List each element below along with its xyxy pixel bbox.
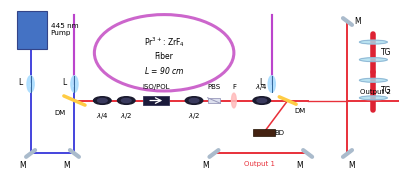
Circle shape xyxy=(98,98,107,103)
Text: M: M xyxy=(296,161,303,170)
Text: L: L xyxy=(260,78,264,87)
Text: DM: DM xyxy=(294,108,305,114)
Circle shape xyxy=(118,97,135,104)
Text: M: M xyxy=(348,161,355,170)
Text: BD: BD xyxy=(275,130,285,136)
Text: TG: TG xyxy=(381,86,392,96)
Circle shape xyxy=(94,97,111,104)
Circle shape xyxy=(253,97,270,104)
Text: TG: TG xyxy=(381,48,392,57)
Text: DM: DM xyxy=(55,110,66,116)
Ellipse shape xyxy=(27,76,34,92)
Text: L: L xyxy=(18,78,23,87)
Ellipse shape xyxy=(360,40,387,44)
Circle shape xyxy=(122,98,131,103)
Text: $\lambda/4$: $\lambda/4$ xyxy=(96,111,109,121)
Text: L: L xyxy=(62,78,66,87)
Text: $\lambda/2$: $\lambda/2$ xyxy=(120,111,132,121)
Ellipse shape xyxy=(360,96,387,100)
Text: M: M xyxy=(19,161,26,170)
Text: M: M xyxy=(203,161,209,170)
Text: Fiber: Fiber xyxy=(155,52,174,61)
Ellipse shape xyxy=(71,76,78,92)
Text: M: M xyxy=(63,161,70,170)
Text: $\lambda/4$: $\lambda/4$ xyxy=(255,82,268,92)
Text: Output 2: Output 2 xyxy=(360,89,391,95)
Text: Pr$^{3+}$: ZrF$_4$: Pr$^{3+}$: ZrF$_4$ xyxy=(144,35,184,49)
Text: $\lambda/2$: $\lambda/2$ xyxy=(188,111,200,121)
Circle shape xyxy=(257,98,267,103)
Circle shape xyxy=(189,98,199,103)
Ellipse shape xyxy=(360,78,387,82)
Text: ISO/POL: ISO/POL xyxy=(142,84,170,90)
Ellipse shape xyxy=(232,93,236,108)
Text: 445 nm
Pump: 445 nm Pump xyxy=(50,23,78,36)
FancyBboxPatch shape xyxy=(208,98,220,103)
Text: Output 1: Output 1 xyxy=(244,161,275,167)
Circle shape xyxy=(185,97,203,104)
FancyBboxPatch shape xyxy=(143,96,169,105)
FancyBboxPatch shape xyxy=(253,129,275,136)
FancyBboxPatch shape xyxy=(17,11,46,49)
Ellipse shape xyxy=(268,76,275,92)
Text: F: F xyxy=(232,84,236,90)
Ellipse shape xyxy=(360,58,387,62)
Text: PBS: PBS xyxy=(207,84,220,90)
Text: $L$ = 90 cm: $L$ = 90 cm xyxy=(144,65,184,76)
Text: M: M xyxy=(354,17,361,26)
